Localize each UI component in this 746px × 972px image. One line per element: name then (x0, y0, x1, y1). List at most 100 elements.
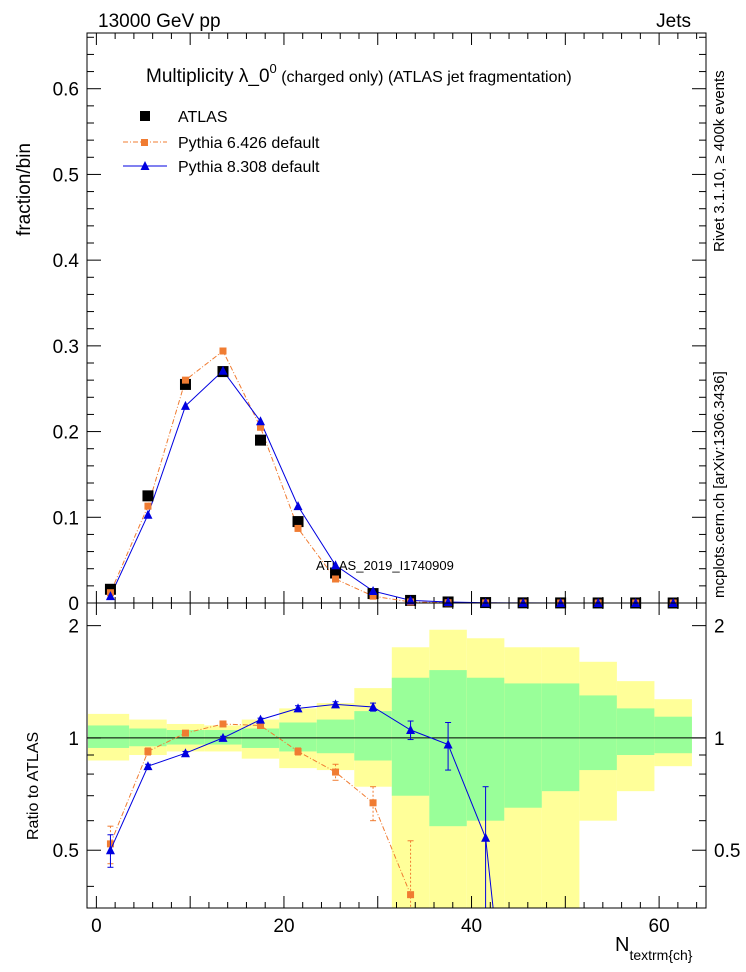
pythia6-ratio-point (407, 891, 415, 899)
ratio-band-inner (129, 728, 167, 747)
main-title-rest: (charged only) (ATLAS jet fragmentation) (277, 69, 572, 86)
ratio-xtick-label: 0 (91, 916, 102, 937)
main-ytick-label: 0.3 (53, 337, 79, 358)
legend: ATLAS Pythia 6.426 default Pythia 8.308 … (123, 109, 320, 176)
ratio-panel: 0 20 40 60 0.5 0.5 1 1 2 2 Ratio to ATLAS Ntextrm… (25, 602, 740, 963)
main-ytick-label: 0.2 (53, 423, 79, 444)
main-ytick-label: 0 (68, 594, 79, 615)
ratio-ytick-label: 0.5 (53, 841, 79, 862)
legend-pythia8-label: Pythia 8.308 default (178, 159, 320, 176)
ratio-band-inner (279, 722, 317, 752)
pythia6-point (294, 524, 302, 532)
ratio-ytick-label: 2 (68, 617, 79, 638)
main-ytick-label: 0.6 (53, 80, 79, 101)
main-title-text: Multiplicity λ_0 (146, 66, 270, 87)
pythia6-point (144, 502, 152, 510)
watermark: ATLAS_2019_I1740909 (316, 558, 454, 573)
ratio-band-inner (88, 725, 130, 748)
ratio-ylabel: Ratio to ATLAS (25, 732, 42, 840)
pythia8-point (218, 365, 228, 375)
main-title: Multiplicity λ_00 (charged only) (ATLAS … (146, 61, 572, 87)
pythia8-point (481, 597, 491, 607)
pythia8-ratio-point (218, 732, 228, 742)
header-left: 13000 GeV pp (98, 11, 221, 32)
ratio-ytick-label-right: 1 (714, 729, 725, 750)
pythia8-ratio-point (143, 761, 153, 771)
ratio-band-inner (354, 711, 392, 761)
pythia8-point (368, 586, 378, 595)
ratio-xtick-label: 40 (461, 916, 482, 937)
pythia8-ratio-point (406, 725, 416, 735)
ratio-band-inner (316, 719, 355, 754)
ratio-xtick-label: 20 (273, 916, 294, 937)
ratio-band-inner (166, 730, 205, 745)
ratio-axis-ticks: 0 20 40 60 0.5 0.5 1 1 2 2 (53, 603, 740, 937)
atlas-point (142, 490, 154, 502)
ratio-xlabel-main: N (615, 934, 629, 956)
ratio-ytick-label-right: 0.5 (714, 841, 740, 862)
ratio-ytick-label-right: 2 (714, 617, 725, 638)
pythia6-ratio-point (332, 768, 340, 776)
legend-atlas-label: ATLAS (178, 109, 228, 126)
atlas-point (255, 434, 267, 446)
pythia8-point (406, 595, 416, 605)
atlas-point (330, 567, 342, 579)
pythia8-ratio-point (443, 739, 453, 749)
pythia6-point (332, 575, 340, 583)
ratio-ytick-label: 1 (68, 729, 79, 750)
ratio-band-inner (504, 683, 542, 808)
pythia8-point (293, 501, 303, 511)
main-title-sup: 0 (270, 61, 277, 76)
pythia6-ratio-point (369, 799, 377, 807)
pythia8-ratio-point (481, 832, 491, 842)
main-ytick-label: 0.1 (53, 508, 79, 529)
pythia8-ratio-point (180, 748, 190, 758)
atlas-point (179, 378, 191, 390)
legend-atlas-marker (140, 111, 150, 121)
legend-pythia6-marker (141, 139, 148, 146)
mcplots-label: mcplots.cern.ch [arXiv:1306.3436] (711, 371, 728, 598)
ratio-series (105, 699, 494, 909)
pythia6-ratio-point (257, 721, 265, 729)
pythia8-point (143, 509, 153, 519)
ratio-xtick-label: 60 (649, 916, 670, 937)
pythia6-point (369, 592, 377, 600)
pythia8-ratio-point (368, 702, 378, 712)
ratio-band-inner (616, 708, 655, 755)
ratio-xlabel: Ntextrm{ch} (615, 934, 693, 963)
pythia6-point (257, 423, 265, 431)
pythia8-point (256, 416, 266, 426)
pythia8-ratio-line (109, 703, 494, 909)
ratio-band-inner (579, 695, 617, 771)
pythia6-point (219, 347, 227, 355)
pythia8-point (331, 560, 341, 570)
pythia8-ratio-point (293, 703, 303, 713)
header-right: Jets (656, 11, 691, 32)
legend-pythia8-marker (140, 161, 150, 170)
pythia8-point (105, 591, 115, 601)
pythia6-ratio-point (294, 747, 302, 755)
pythia8-point (518, 597, 528, 607)
pythia8-ratio-point (256, 714, 266, 724)
main-ytick-label: 0.5 (53, 165, 79, 186)
ratio-xlabel-sub: textrm{ch} (629, 947, 692, 963)
legend-pythia6-label: Pythia 6.426 default (178, 135, 320, 152)
ratio-band-inner (541, 683, 580, 792)
main-axis-ticks: 0 0.1 0.2 0.3 0.4 0.5 0.6 (53, 33, 706, 615)
pythia8-point (180, 400, 190, 410)
ratio-bands (88, 629, 692, 908)
pythia6-ratio-point (181, 729, 189, 737)
pythia6-point (181, 376, 189, 384)
pythia6-ratio-point (144, 747, 152, 755)
rivet-label: Rivet 3.1.10, ≥ 400k events (711, 70, 728, 252)
main-ytick-label: 0.4 (53, 251, 80, 272)
pythia8-point (443, 596, 453, 606)
ratio-band-inner (654, 716, 692, 754)
pythia8-ratio-point (105, 845, 115, 855)
pythia6-ratio-point (219, 720, 227, 728)
atlas-point (292, 516, 304, 528)
main-ylabel: fraction/bin (14, 143, 35, 236)
pythia8-ratio-point (331, 699, 341, 709)
main-panel: 00.10.20.30.40.50.6 Multiplicity λ_00 (c… (14, 32, 707, 615)
